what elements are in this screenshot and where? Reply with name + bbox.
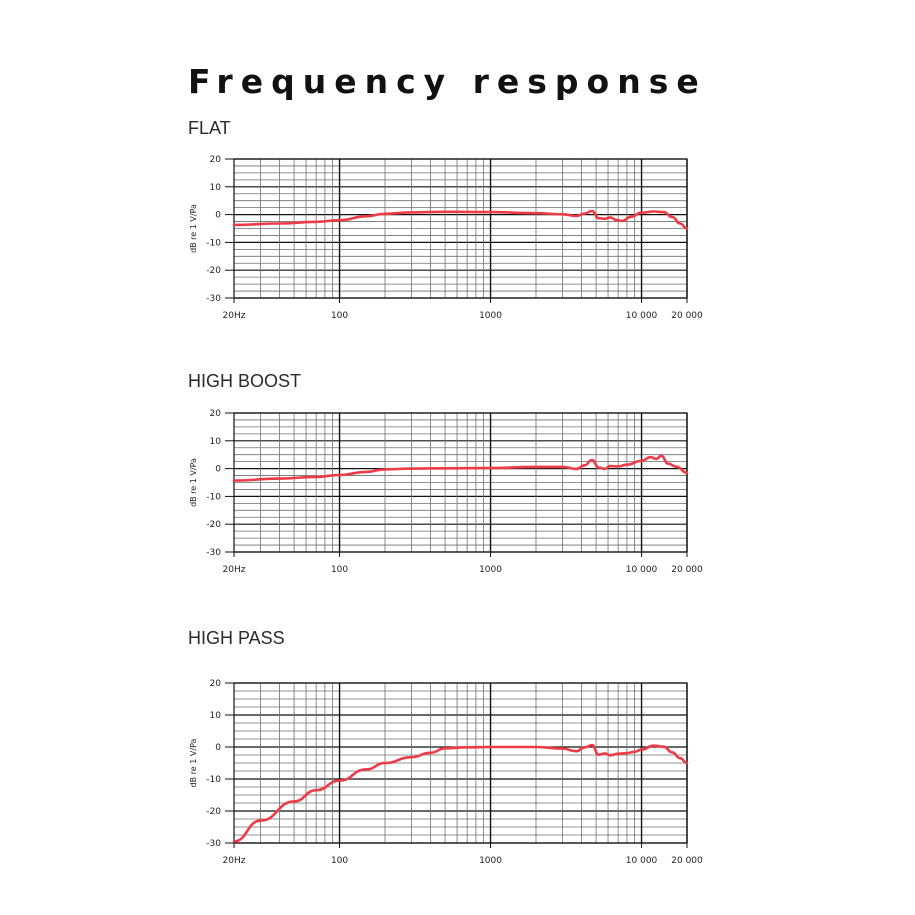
y-tick-label: 20 xyxy=(210,155,222,165)
y-tick-label: -30 xyxy=(206,548,221,558)
response-curve xyxy=(232,743,689,843)
x-tick-label: 20 000 xyxy=(671,856,703,866)
y-tick-label: -30 xyxy=(206,294,221,304)
y-tick-label: -20 xyxy=(206,520,221,530)
y-tick-label: 0 xyxy=(215,743,221,753)
flat-chart: FLAT 20 10 0 -10 -20 -30 20Hz 100 1000 10 000 20 0… xyxy=(0,112,915,337)
response-curve xyxy=(232,209,689,230)
y-tick-label: 10 xyxy=(210,183,222,193)
chart-title-high-boost: HIGH BOOST xyxy=(188,371,302,391)
y-axis-label: dB re 1 V/Pa xyxy=(189,458,198,507)
y-tick-label: -20 xyxy=(206,266,221,276)
high-boost-chart: HIGH BOOST 20 10 0 -10 -20 -30 20Hz 100 1000 10 0… xyxy=(0,366,915,591)
grid xyxy=(233,412,688,553)
x-tick-label: 100 xyxy=(331,311,348,321)
y-tick-label: 10 xyxy=(210,437,222,447)
y-tick-label: 0 xyxy=(215,465,221,475)
grid xyxy=(233,682,688,844)
x-tick-label: 1000 xyxy=(479,856,502,866)
x-tick-label: 1000 xyxy=(479,565,502,575)
chart-title-flat: FLAT xyxy=(188,118,231,138)
chart-title-high-pass: HIGH PASS xyxy=(188,628,285,648)
x-tick-label: 1000 xyxy=(479,311,502,321)
x-tick-label: 100 xyxy=(331,856,348,866)
y-tick-label: -20 xyxy=(206,807,221,817)
y-tick-label: 20 xyxy=(210,679,222,689)
x-tick-label: 10 000 xyxy=(626,565,658,575)
x-tick-label: 20 000 xyxy=(671,311,703,321)
y-tick-label: 20 xyxy=(210,409,222,419)
x-tick-label: 100 xyxy=(331,565,348,575)
y-tick-label: 10 xyxy=(210,711,222,721)
page-title: Frequency response xyxy=(188,62,707,101)
y-axis-label: dB re 1 V/Pa xyxy=(189,738,198,787)
y-tick-label: -10 xyxy=(206,775,221,785)
grid xyxy=(233,158,688,299)
high-pass-chart: HIGH PASS 20 10 0 -10 -20 -30 20Hz 100 1000 10 00… xyxy=(0,622,915,866)
x-tick-label: 20Hz xyxy=(223,856,246,866)
x-tick-label: 20 000 xyxy=(671,565,703,575)
y-tick-label: -30 xyxy=(206,839,221,849)
y-axis-label: dB re 1 V/Pa xyxy=(189,204,198,253)
x-tick-label: 20Hz xyxy=(223,565,246,575)
x-tick-label: 10 000 xyxy=(626,856,658,866)
x-tick-label: 20Hz xyxy=(223,311,246,321)
plot-frame xyxy=(233,412,688,553)
response-curve xyxy=(232,454,689,482)
y-tick-label: 0 xyxy=(215,211,221,221)
x-tick-label: 10 000 xyxy=(626,311,658,321)
y-tick-label: -10 xyxy=(206,492,221,502)
y-tick-label: -10 xyxy=(206,238,221,248)
